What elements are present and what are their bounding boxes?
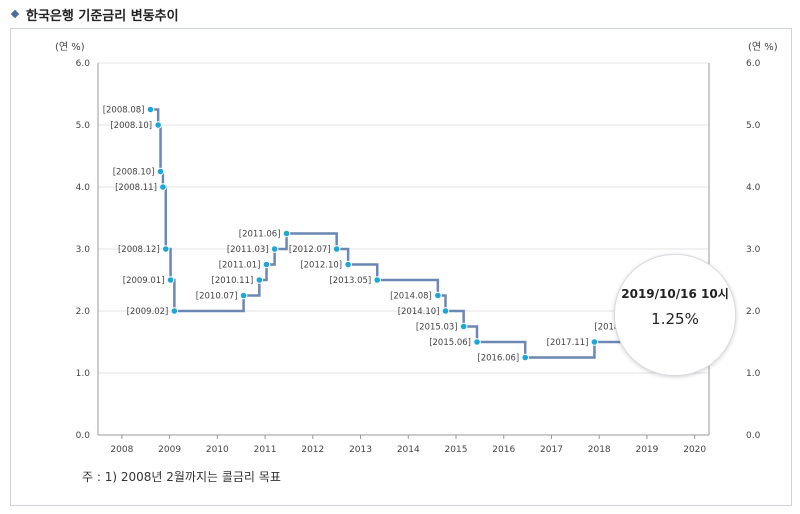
x-tick-label: 2009 (158, 445, 181, 455)
y-tick-label-right: 1.0 (746, 369, 761, 379)
data-point (590, 338, 599, 346)
y-tick-label-left: 2.0 (76, 307, 91, 317)
data-point (255, 276, 264, 284)
data-point (441, 307, 450, 315)
data-point-label: [2015.03] (416, 323, 458, 333)
x-tick-label: 2012 (301, 445, 324, 455)
y-tick-label-left: 5.0 (76, 121, 91, 131)
data-point-label: [2008.10] (113, 168, 155, 178)
data-point-label: [2016.06] (477, 354, 519, 364)
chart-header: 한국은행 기준금리 변동추이 (8, 4, 179, 24)
y-tick-label-left: 6.0 (76, 59, 91, 69)
data-point-label: [2008.12] (118, 245, 160, 255)
data-point-label: [2017.11] (547, 338, 589, 348)
x-tick-label: 2008 (110, 445, 133, 455)
data-point (154, 121, 162, 129)
data-point (282, 229, 291, 238)
data-point-label: [2015.06] (429, 338, 471, 348)
data-point (521, 353, 530, 362)
data-point (239, 291, 248, 300)
x-tick-label: 2017 (540, 445, 563, 455)
x-tick-label: 2019 (635, 445, 658, 455)
data-point-label: [2014.08] (390, 292, 432, 302)
y-tick-label-right: 0.0 (746, 431, 761, 441)
data-point-label: [2012.10] (300, 261, 342, 271)
y-tick-label-left: 3.0 (76, 245, 91, 255)
data-point (146, 105, 155, 114)
data-point (166, 276, 175, 284)
data-point (159, 183, 167, 191)
x-tick-label: 2020 (683, 445, 706, 455)
tooltip: 2019/10/16 10시 1.25% (614, 254, 736, 376)
y-tick-label-right: 3.0 (746, 245, 761, 255)
data-point (473, 338, 481, 346)
data-point-label: [2011.01] (219, 261, 261, 271)
y-tick-label-right: 5.0 (746, 121, 761, 131)
x-tick-label: 2011 (254, 445, 277, 455)
x-tick-label: 2013 (349, 445, 372, 455)
x-tick-label: 2010 (206, 445, 229, 455)
data-point-label: [2008.08] (103, 106, 145, 116)
data-point-label: [2009.01] (123, 276, 165, 286)
data-point (434, 291, 442, 300)
data-point-label: [2008.10] (110, 121, 152, 131)
tooltip-date: 2019/10/16 10시 (621, 287, 729, 301)
data-point (373, 276, 382, 284)
y-tick-label-right: 2.0 (746, 307, 761, 317)
footnote: 주 : 1) 2008년 2월까지는 콜금리 목표 (82, 470, 281, 484)
data-point-label: [2010.11] (212, 276, 254, 286)
data-point (262, 260, 271, 269)
data-point (156, 167, 165, 176)
data-point-label: [2009.02] (127, 307, 169, 317)
data-point (459, 322, 468, 331)
data-point (170, 307, 179, 315)
x-tick-label: 2014 (397, 445, 420, 455)
data-point-label: [2008.11] (115, 183, 157, 193)
y-tick-label-left: 0.0 (76, 431, 91, 441)
y-tick-label-left: 1.0 (76, 369, 91, 379)
y-tick-label-left: 4.0 (76, 183, 91, 193)
y-unit-left: (연 %) (55, 41, 85, 53)
data-point-label: [2010.07] (196, 292, 238, 302)
series-line (150, 108, 690, 359)
data-point (332, 245, 341, 253)
data-point-label: [2012.07] (289, 245, 331, 255)
data-point-label: [2014.10] (398, 307, 440, 317)
tooltip-value: 1.25% (651, 310, 699, 328)
page-title: 한국은행 기준금리 변동추이 (26, 8, 179, 24)
y-tick-label-right: 6.0 (746, 59, 761, 69)
data-point (161, 245, 170, 253)
y-unit-right: (연 %) (748, 41, 778, 53)
x-tick-label: 2018 (588, 445, 611, 455)
data-point-label: [2013.05] (329, 276, 371, 286)
data-point-label: [2011.03] (227, 245, 269, 255)
data-point-label: [2011.06] (239, 230, 281, 240)
x-tick-label: 2015 (445, 445, 468, 455)
x-tick-label: 2016 (492, 445, 515, 455)
data-point (270, 245, 279, 253)
y-tick-label-right: 4.0 (746, 183, 761, 193)
data-point (344, 260, 352, 269)
